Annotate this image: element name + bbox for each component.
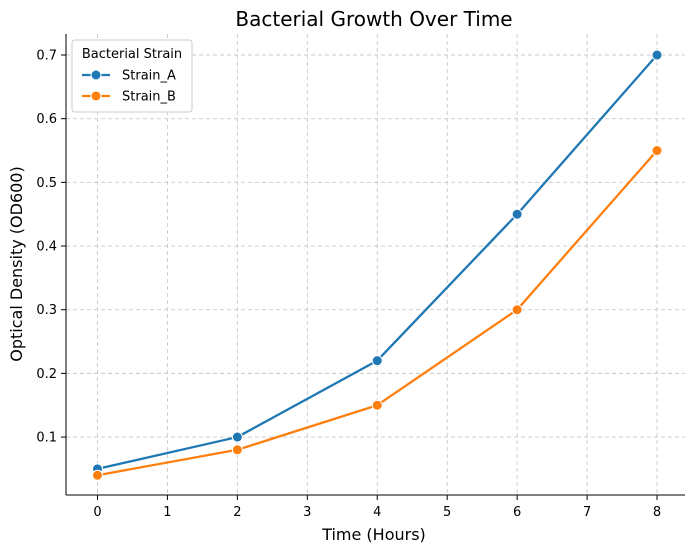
x-tick-label: 5 [443, 505, 451, 520]
y-tick-label: 0.5 [36, 176, 57, 191]
y-tick-label: 0.7 [36, 49, 57, 64]
legend-item-strain-a: Strain_A [82, 69, 176, 84]
y-tick-label: 0.4 [36, 240, 57, 255]
data-point-strain-a [371, 355, 383, 367]
y-tick-label: 0.2 [36, 367, 57, 382]
y-axis-title: Optical Density (OD600) [7, 166, 26, 361]
series-strain-b [91, 145, 663, 481]
legend-box [71, 39, 193, 113]
data-point-strain-a [231, 431, 243, 443]
y-tick-label: 0.6 [36, 112, 57, 127]
x-axis-title: Time (Hours) [321, 525, 426, 544]
data-point-strain-a [651, 49, 663, 61]
legend-label: Strain_B [122, 90, 176, 105]
series [91, 49, 663, 481]
axes [65, 34, 685, 496]
x-tick-label: 1 [163, 505, 171, 520]
x-tick-label: 6 [513, 505, 521, 520]
y-tick-label: 0.3 [36, 303, 57, 318]
data-point-strain-a [511, 208, 523, 220]
data-point-strain-b [231, 444, 243, 456]
legend: Bacterial Strain Strain_A Strain_B [71, 39, 193, 113]
ticks: 0 1 2 3 4 5 6 7 8 0.1 0.2 0.3 0.4 0.5 0.6 0.7 [36, 49, 661, 520]
data-point-strain-b [651, 145, 663, 157]
legend-swatch-marker [90, 69, 102, 81]
y-tick-label: 0.1 [36, 431, 57, 446]
x-tick-label: 0 [93, 505, 101, 520]
legend-title: Bacterial Strain [82, 47, 182, 62]
data-point-strain-b [511, 304, 523, 316]
legend-swatch-marker [90, 90, 102, 102]
x-tick-label: 4 [373, 505, 381, 520]
x-tick-label: 2 [233, 505, 241, 520]
legend-label: Strain_A [122, 69, 176, 84]
x-tick-label: 7 [583, 505, 591, 520]
chart-title: Bacterial Growth Over Time [235, 7, 512, 31]
x-tick-label: 8 [653, 505, 661, 520]
grid [66, 34, 685, 495]
data-point-strain-b [91, 469, 103, 481]
x-tick-label: 3 [303, 505, 311, 520]
data-point-strain-b [371, 399, 383, 411]
legend-item-strain-b: Strain_B [82, 90, 176, 105]
